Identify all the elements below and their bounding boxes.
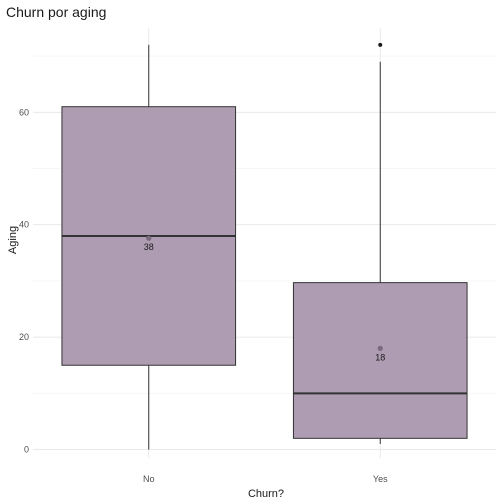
mean-label: 18 — [375, 352, 385, 362]
outlier-point — [378, 42, 383, 47]
axis-ticks: 0 20 40 60 No Yes — [19, 107, 388, 484]
y-tick-label: 20 — [19, 332, 29, 342]
mean-point — [377, 345, 383, 351]
x-tick-label: Yes — [373, 474, 388, 484]
boxplot-marks: 38 18 — [61, 42, 468, 450]
x-axis-label: Churn? — [248, 488, 284, 500]
mean-label: 38 — [144, 242, 154, 252]
x-tick-label: No — [143, 474, 155, 484]
iqr-box — [292, 282, 468, 439]
chart-title: Churn por aging — [6, 4, 106, 20]
y-tick-label: 0 — [24, 445, 29, 455]
y-tick-label: 60 — [19, 107, 29, 117]
mean-point — [146, 235, 152, 241]
y-axis-label: Aging — [7, 226, 19, 254]
y-tick-label: 40 — [19, 220, 29, 230]
